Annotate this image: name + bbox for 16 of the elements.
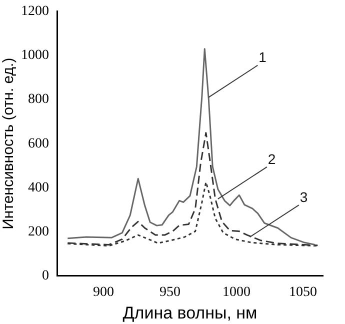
annotation: 2	[268, 150, 276, 167]
x-tick-label: 950	[160, 284, 181, 300]
y-tick-label: 200	[28, 224, 49, 240]
annotation: 3	[300, 188, 308, 205]
x-axis-title: Длина волны, нм	[122, 303, 258, 322]
y-tick-label: 600	[28, 136, 49, 152]
y-tick-label: 0	[42, 268, 49, 284]
x-tick-label: 1050	[289, 284, 318, 300]
x-tick-label: 1000	[222, 284, 251, 300]
y-tick-label: 800	[28, 92, 49, 108]
annotation: 1	[258, 49, 267, 66]
y-tick-label: 1200	[21, 4, 49, 20]
x-tick-label: 900	[93, 284, 114, 300]
y-tick-label: 400	[28, 180, 49, 196]
y-tick-label: 1000	[21, 48, 49, 64]
y-axis-title: Интенсивность (отн. ед.)	[0, 58, 18, 230]
